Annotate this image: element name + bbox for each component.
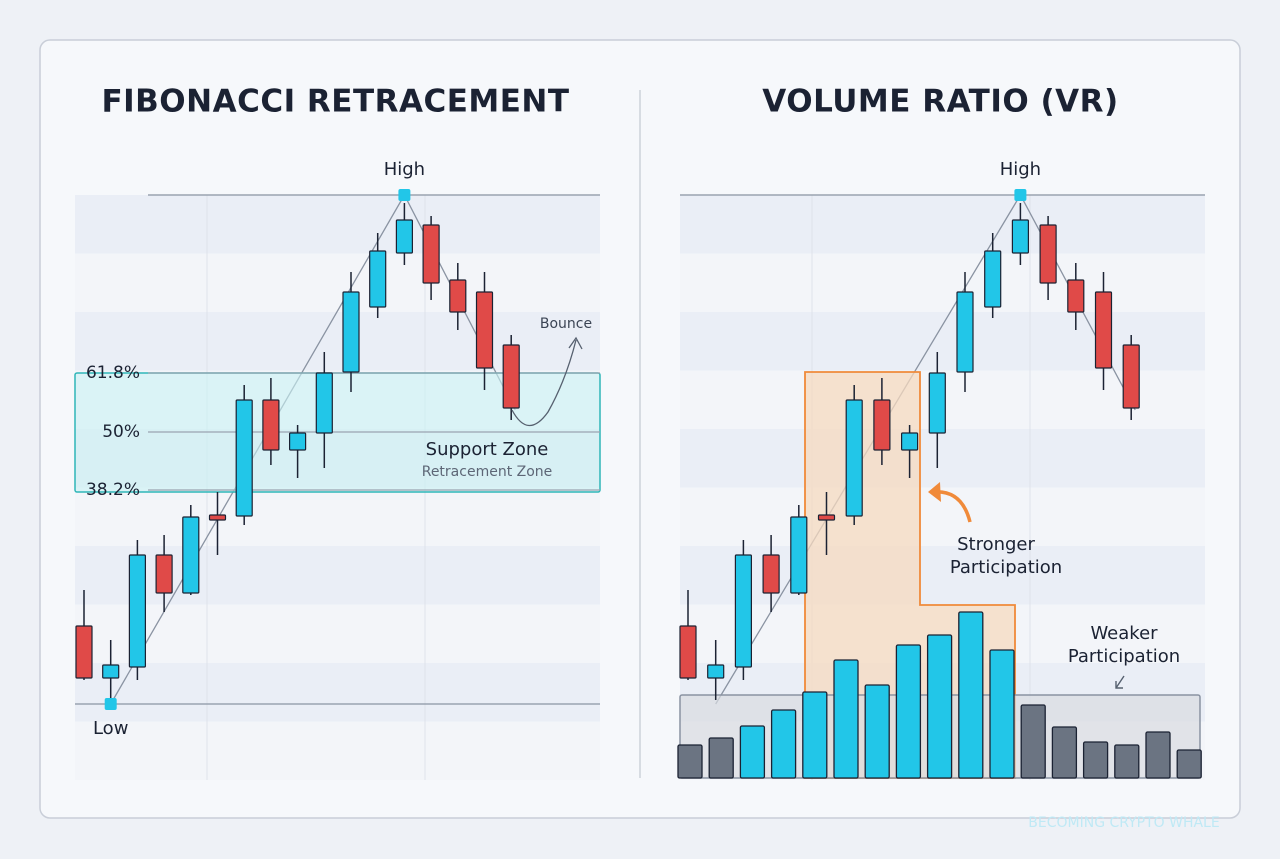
strong-label: Participation [950,557,1062,578]
candle-body [369,250,387,308]
volume-bar [802,691,828,779]
volume-bar [1051,726,1078,779]
plot-band [75,312,600,371]
plot-band [680,429,1205,488]
candle-body [1067,279,1085,313]
candle-body [449,279,467,313]
candle-body [1094,291,1113,369]
volume-bar [926,634,953,779]
candle-body [956,291,974,373]
candle-body [734,554,753,668]
plot-band [75,195,600,254]
candle-body [502,344,520,409]
volume-bar [1020,704,1046,779]
candle-body [817,514,836,521]
watermark: BECOMING CRYPTO WHALE [1028,815,1219,831]
plot-band [75,721,600,780]
candle-body [342,291,360,373]
candle-body [1122,344,1140,409]
bounce-arrow-head [568,336,583,350]
plot-band [75,604,600,663]
low-label: Low [93,718,128,739]
volume-bar [864,684,890,779]
candle-body [75,625,93,679]
candle-body [475,291,494,369]
candle-body [422,224,440,284]
candle-body [928,372,946,434]
zone-sublabel: Retracement Zone [422,464,553,480]
volume-bar [1114,744,1140,779]
charts: FIBONACCI RETRACEMENT 61.8% 50% 38.2% High Lo… [74,84,1205,780]
bounce-arrow [511,339,577,427]
candle-body [1011,219,1030,254]
plot-band [680,487,1205,546]
candle-body [128,554,146,668]
candle-body [315,372,333,434]
volume-bar [739,725,766,779]
volume-bar [1145,731,1171,779]
candle-body [707,664,725,679]
candle-body [289,432,307,451]
plot-band [75,546,600,605]
fib-label: 50% [102,422,140,442]
plot-band [75,487,600,546]
candle-body [208,514,227,521]
candle-body [679,625,697,679]
strong-label: Stronger [957,534,1035,555]
bounce-label: Bounce [540,316,592,332]
high-label: High [384,159,425,180]
plot-band [75,253,600,312]
title: FIBONACCI RETRACEMENT [101,84,569,120]
candle-body [395,219,413,254]
strong-arrow-head [928,482,941,502]
high-label: High [1000,159,1041,180]
title: VOLUME RATIO (VR) [762,84,1118,120]
candle-body [155,554,173,594]
candle-body [235,399,253,517]
volume-bar [1082,741,1109,779]
weak-label: Weaker [1090,623,1158,644]
volume-bar [770,709,797,779]
candle-body [182,516,200,594]
volume-bar [895,644,922,779]
candle-body [1039,224,1057,284]
high-marker [1014,189,1027,201]
low-marker [104,698,117,710]
plot-band [680,253,1205,312]
high-marker [398,189,411,201]
candle-body [984,250,1002,308]
candle-body [262,399,280,451]
volume-bar [1176,749,1202,779]
volume-bar [677,744,703,779]
candle-body [762,554,780,594]
candle-body [873,399,891,451]
candle-body [900,432,919,451]
candle-body [790,516,808,594]
weak-arrow [1115,675,1125,689]
fib-label: 61.8% [86,363,140,383]
volume-bar [989,649,1015,779]
weak-label: Participation [1068,646,1180,667]
fib-label: 38.2% [86,480,140,500]
volume-bar [833,659,859,779]
plot-band [680,546,1205,605]
volume-bar [958,611,984,779]
candle-body [102,664,120,679]
plot-band [680,312,1205,371]
plot-band [75,663,600,722]
volume-bar [708,737,734,779]
plot-band [680,195,1205,254]
candle-body [845,399,863,517]
zone-label: Support Zone [426,439,549,460]
